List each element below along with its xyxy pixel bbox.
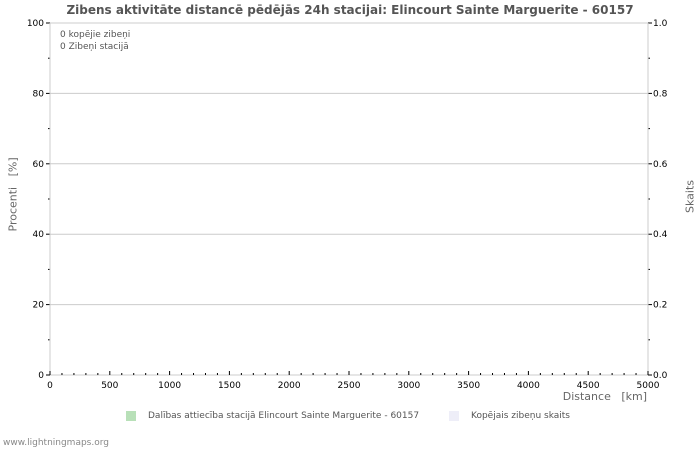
legend-item-total: Kopējais zibeņu skaits (449, 411, 570, 421)
y-axis-left-title: Procenti [%] (6, 157, 20, 232)
svg-text:2500: 2500 (338, 381, 361, 391)
legend-swatch-lavender (449, 411, 459, 421)
y-axis-right-title: Skaits (683, 180, 697, 213)
svg-text:60: 60 (33, 160, 45, 170)
svg-text:100: 100 (27, 19, 44, 29)
chart-title: Zibens aktivitāte distancē pēdējās 24h s… (66, 3, 634, 17)
svg-text:4000: 4000 (517, 381, 540, 391)
svg-text:1.0: 1.0 (653, 19, 668, 29)
legend-swatch-green (126, 411, 136, 421)
svg-text:0: 0 (47, 381, 53, 391)
svg-text:3000: 3000 (397, 381, 420, 391)
svg-text:0: 0 (38, 371, 44, 381)
svg-text:5000: 5000 (637, 381, 660, 391)
annotation-total: 0 kopējie zibeņi (60, 30, 131, 40)
legend-label: Kopējais zibeņu skaits (471, 411, 570, 421)
x-axis-title: Distance [km] (562, 390, 647, 403)
svg-text:1500: 1500 (218, 381, 241, 391)
footer-source: www.lightningmaps.org (3, 438, 109, 448)
svg-text:500: 500 (101, 381, 118, 391)
legend-label: Dalības attiecība stacijā Elincourt Sain… (148, 411, 420, 421)
svg-text:1000: 1000 (158, 381, 181, 391)
svg-text:40: 40 (33, 230, 45, 240)
svg-text:3500: 3500 (457, 381, 480, 391)
legend-item-ratio: Dalības attiecība stacijā Elincourt Sain… (126, 411, 419, 421)
svg-text:20: 20 (33, 301, 45, 311)
svg-text:0.6: 0.6 (653, 160, 668, 170)
svg-text:0.0: 0.0 (653, 371, 668, 381)
svg-text:0.8: 0.8 (653, 89, 668, 99)
svg-text:4500: 4500 (577, 381, 600, 391)
svg-text:2000: 2000 (278, 381, 301, 391)
annotation-station: 0 Zibeņi stacijā (60, 42, 129, 52)
svg-text:0.4: 0.4 (653, 230, 668, 240)
svg-text:0.2: 0.2 (653, 301, 667, 311)
svg-text:80: 80 (33, 89, 45, 99)
